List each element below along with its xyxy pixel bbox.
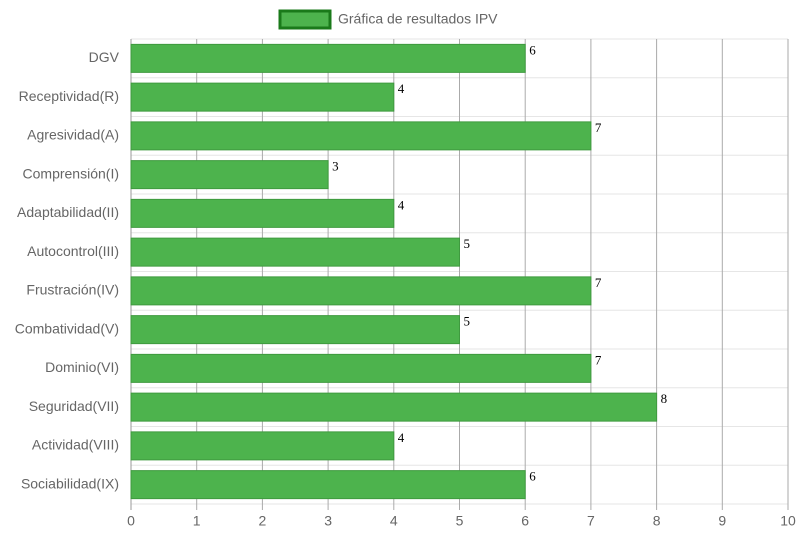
y-tick-label: Agresividad(A) (27, 127, 119, 143)
x-tick-label: 0 (127, 513, 135, 529)
y-tick-label: Receptividad(R) (19, 88, 119, 104)
x-tick-label: 2 (259, 513, 267, 529)
bar (130, 392, 658, 422)
y-tick-label: Comprensión(I) (23, 165, 119, 181)
bar (130, 43, 526, 73)
value-label: 7 (595, 120, 602, 135)
bar (130, 315, 460, 345)
value-label: 5 (464, 314, 471, 329)
x-tick-label: 1 (193, 513, 201, 529)
value-label: 4 (398, 81, 405, 96)
x-tick-label: 10 (780, 513, 796, 529)
bar (130, 237, 460, 267)
bar (130, 160, 329, 190)
y-tick-label: Seguridad(VII) (29, 398, 119, 414)
value-label: 4 (398, 197, 405, 212)
bar (130, 470, 526, 500)
x-tick-label: 6 (521, 513, 529, 529)
y-tick-label: Combatividad(V) (15, 320, 119, 336)
value-label: 5 (464, 236, 471, 251)
y-tick-label: Autocontrol(III) (27, 243, 119, 259)
value-label: 7 (595, 275, 602, 290)
x-tick-label: 5 (456, 513, 464, 529)
value-label: 8 (661, 391, 668, 406)
legend-swatch[interactable] (278, 9, 332, 30)
value-label: 6 (529, 42, 536, 57)
value-label: 7 (595, 352, 602, 367)
x-tick-label: 9 (718, 513, 726, 529)
bar (130, 431, 395, 461)
value-label: 6 (529, 469, 536, 484)
bar (130, 276, 592, 306)
y-tick-label: Dominio(VI) (45, 359, 119, 375)
y-tick-label: Sociabilidad(IX) (21, 475, 119, 491)
x-tick-label: 8 (653, 513, 661, 529)
bar (130, 353, 592, 383)
y-tick-label: DGV (89, 49, 120, 65)
value-label: 3 (332, 159, 339, 174)
value-label: 4 (398, 430, 405, 445)
bar (130, 82, 395, 112)
x-tick-label: 7 (587, 513, 595, 529)
bar (130, 198, 395, 228)
y-tick-label: Actividad(VIII) (32, 437, 119, 453)
legend-label[interactable]: Gráfica de resultados IPV (338, 11, 498, 27)
bar (130, 121, 592, 151)
x-tick-label: 3 (324, 513, 332, 529)
y-tick-label: Adaptabilidad(II) (17, 204, 119, 220)
y-tick-label: Frustración(IV) (26, 282, 119, 298)
x-tick-label: 4 (390, 513, 398, 529)
